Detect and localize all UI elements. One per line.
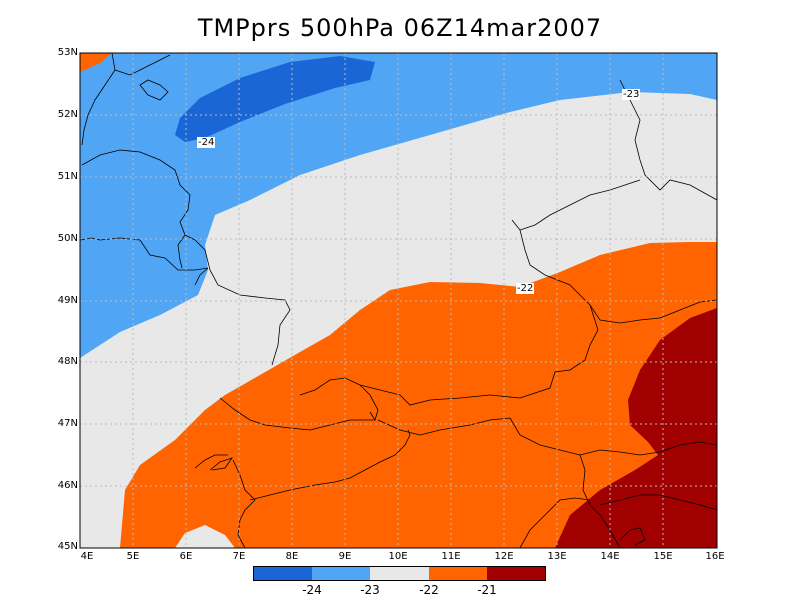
colorbar-segment xyxy=(254,567,313,580)
graticule xyxy=(80,53,717,548)
lon-label: 7E xyxy=(232,551,246,562)
lon-label: 15E xyxy=(653,551,673,562)
colorbar-segment xyxy=(428,567,487,580)
colorbar-segment xyxy=(486,567,546,580)
map-title: TMPprs 500hPa 06Z14mar2007 xyxy=(197,14,603,42)
lon-label: 13E xyxy=(547,551,567,562)
contour-label-minus22: -22 xyxy=(516,283,535,294)
band-above-21-region xyxy=(555,308,717,548)
contour-label-minus24: -24 xyxy=(197,137,216,148)
band-below-24-region xyxy=(175,56,375,142)
lat-label: 50N xyxy=(57,233,78,244)
plot-frame xyxy=(79,52,718,549)
lat-label: 52N xyxy=(57,109,78,120)
colorbar-segment xyxy=(312,567,371,580)
colorbar-tick-label: -23 xyxy=(360,583,380,597)
lon-label: 16E xyxy=(705,551,725,562)
lon-label: 6E xyxy=(179,551,193,562)
colorbar-tick-label: -24 xyxy=(302,583,322,597)
lon-label: 14E xyxy=(600,551,620,562)
lat-label: 48N xyxy=(57,356,78,367)
colorbar-tick-label: -21 xyxy=(477,583,497,597)
lon-label: 10E xyxy=(388,551,408,562)
band-22-21-region xyxy=(120,242,717,548)
lat-label: 46N xyxy=(57,480,78,491)
lat-label: 53N xyxy=(57,47,78,58)
lat-label: 45N xyxy=(57,541,78,552)
lat-label: 47N xyxy=(57,418,78,429)
contour-label-minus23: -23 xyxy=(622,89,641,100)
lat-label: 49N xyxy=(57,295,78,306)
lon-label: 8E xyxy=(285,551,299,562)
band-22-21-corner xyxy=(80,53,112,72)
colorbar-segment xyxy=(370,567,429,580)
lat-label: 51N xyxy=(57,171,78,182)
lon-label: 12E xyxy=(494,551,514,562)
lon-label: 11E xyxy=(441,551,461,562)
lon-label: 4E xyxy=(80,551,94,562)
lon-label: 9E xyxy=(338,551,352,562)
colorbar-tick-label: -22 xyxy=(419,583,439,597)
colorbar xyxy=(253,566,546,581)
lon-label: 5E xyxy=(126,551,140,562)
